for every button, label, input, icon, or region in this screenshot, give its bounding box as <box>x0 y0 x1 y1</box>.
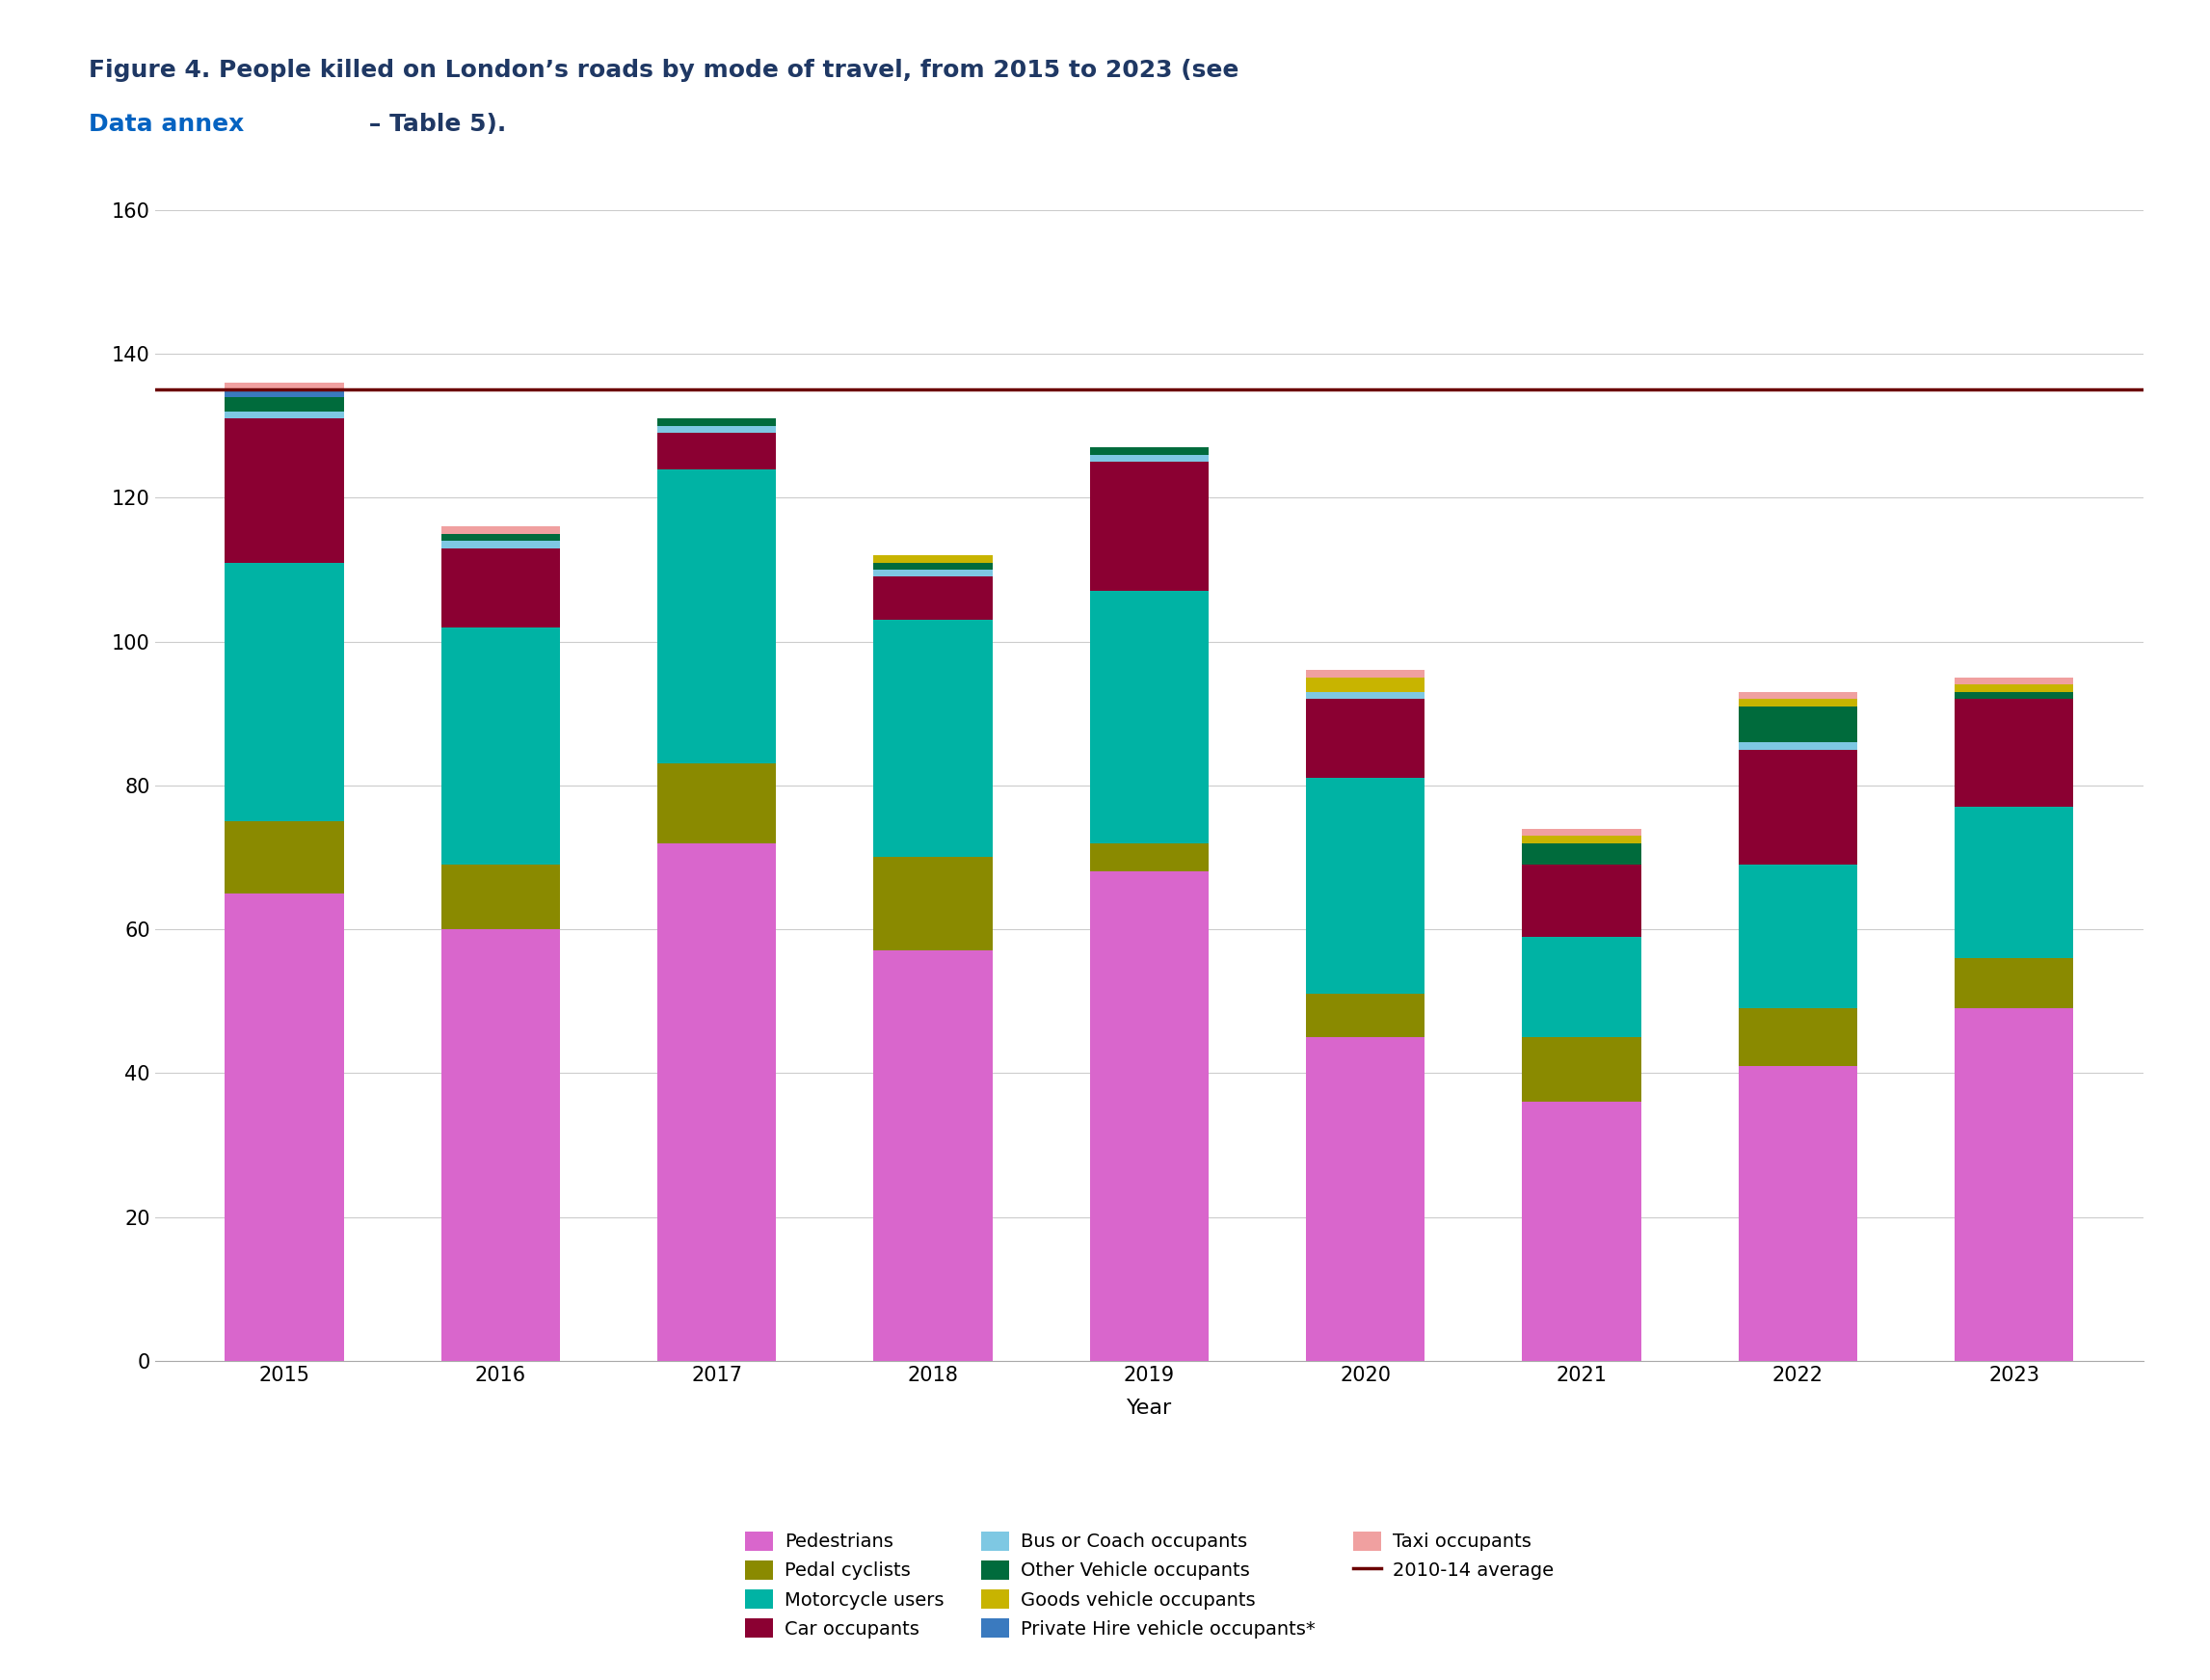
Bar <box>1523 865 1642 936</box>
Bar <box>442 548 559 627</box>
Bar <box>1739 743 1856 749</box>
Bar <box>225 412 345 418</box>
Bar <box>1739 1065 1856 1361</box>
Bar <box>1306 995 1425 1037</box>
Bar <box>225 383 345 390</box>
Bar <box>873 556 992 563</box>
Bar <box>1090 462 1209 591</box>
Bar <box>1739 706 1856 743</box>
Bar <box>656 843 776 1361</box>
Bar <box>873 857 992 951</box>
Bar <box>442 534 559 541</box>
Bar <box>1523 1102 1642 1361</box>
Bar <box>1523 936 1642 1037</box>
Bar <box>656 418 776 425</box>
Bar <box>1090 455 1209 462</box>
Bar <box>1090 872 1209 1361</box>
Bar <box>225 396 345 412</box>
Bar <box>1739 699 1856 706</box>
Bar <box>873 951 992 1361</box>
Text: Data annex: Data annex <box>88 113 243 136</box>
Bar <box>1739 692 1856 699</box>
Bar <box>1954 692 2073 699</box>
Bar <box>873 620 992 857</box>
Bar <box>1306 1037 1425 1361</box>
Bar <box>442 865 559 929</box>
Text: – Table 5).: – Table 5). <box>360 113 506 136</box>
Legend: Pedestrians, Pedal cyclists, Motorcycle users, Car occupants, Bus or Coach occup: Pedestrians, Pedal cyclists, Motorcycle … <box>745 1530 1554 1638</box>
Bar <box>225 563 345 822</box>
Bar <box>656 764 776 843</box>
Bar <box>1090 447 1209 455</box>
Text: Figure 4. People killed on London’s roads by mode of travel, from 2015 to 2023 (: Figure 4. People killed on London’s road… <box>88 59 1238 82</box>
Bar <box>1306 699 1425 778</box>
Bar <box>1523 843 1642 865</box>
Bar <box>1090 591 1209 843</box>
Bar <box>1523 835 1642 843</box>
Bar <box>656 469 776 764</box>
Bar <box>1306 677 1425 692</box>
Bar <box>873 563 992 570</box>
Bar <box>1954 958 2073 1008</box>
Bar <box>442 541 559 548</box>
Bar <box>1090 843 1209 872</box>
Bar <box>1739 1008 1856 1065</box>
Bar <box>1739 865 1856 1008</box>
Bar <box>1306 670 1425 677</box>
Bar <box>873 570 992 576</box>
Bar <box>442 526 559 534</box>
Bar <box>1306 778 1425 995</box>
Bar <box>1523 828 1642 835</box>
Bar <box>1954 1008 2073 1361</box>
Bar <box>1739 749 1856 865</box>
Bar <box>1954 685 2073 692</box>
Bar <box>1306 692 1425 699</box>
Bar <box>656 425 776 433</box>
Bar <box>1954 699 2073 806</box>
Bar <box>1954 806 2073 958</box>
Bar <box>1954 677 2073 685</box>
Bar <box>225 390 345 396</box>
Bar <box>225 894 345 1361</box>
Bar <box>873 576 992 620</box>
Bar <box>225 822 345 894</box>
Bar <box>656 433 776 469</box>
Bar <box>225 418 345 563</box>
Bar <box>442 627 559 865</box>
Bar <box>1523 1037 1642 1102</box>
Bar <box>442 929 559 1361</box>
X-axis label: Year: Year <box>1127 1398 1171 1418</box>
